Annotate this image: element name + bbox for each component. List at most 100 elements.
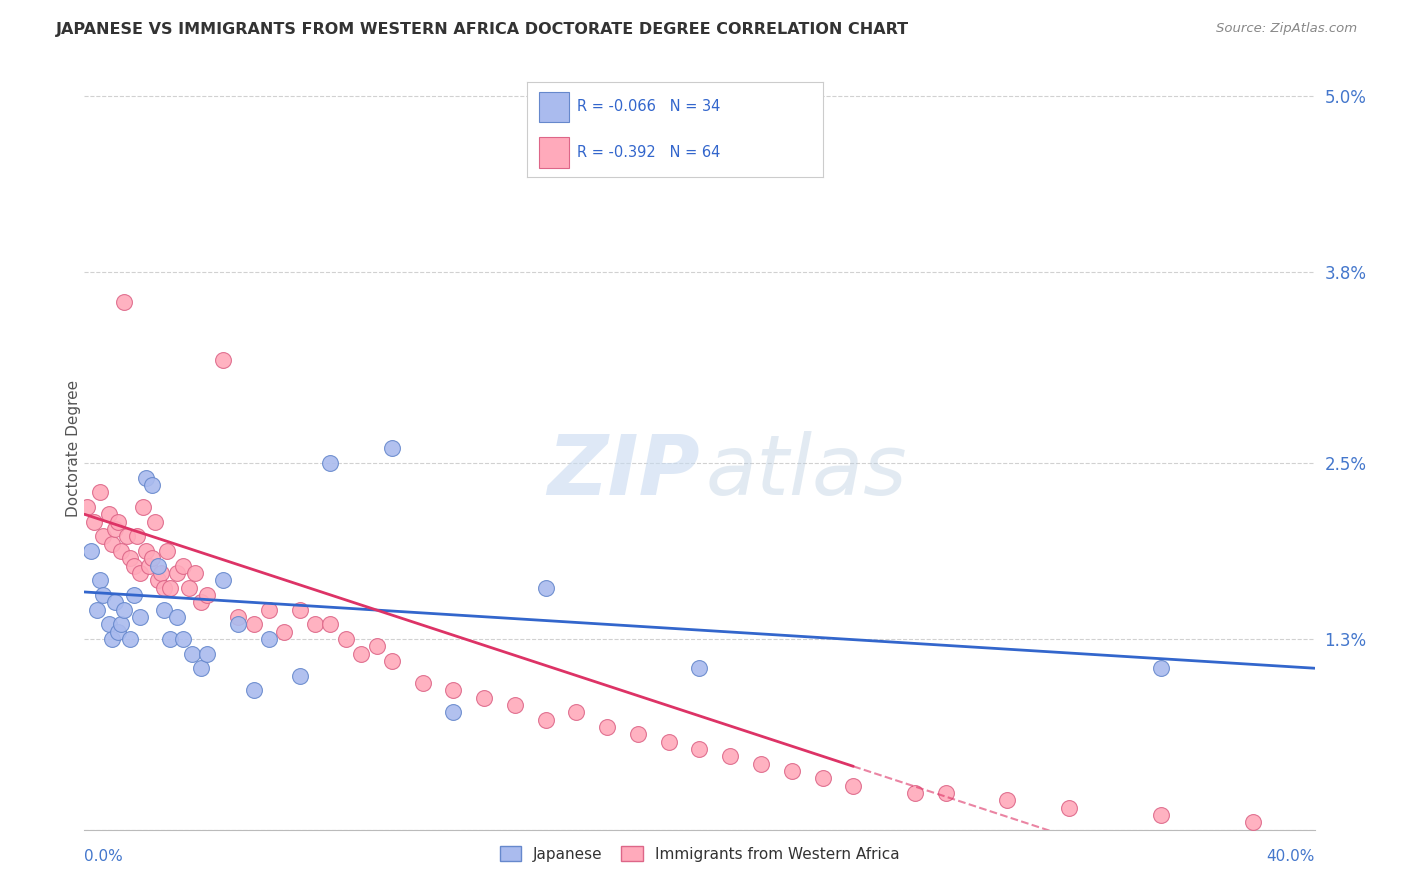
Point [89, 485, 111, 500]
Point [110, 544, 132, 558]
Point [211, 353, 233, 368]
Point [443, 683, 465, 698]
Point [112, 294, 135, 309]
Point [689, 742, 711, 756]
Point [1241, 815, 1264, 830]
Point [117, 529, 139, 543]
Point [257, 632, 280, 646]
Point [1057, 800, 1080, 814]
Point [242, 683, 264, 698]
Point [125, 529, 148, 543]
Point [91, 529, 114, 543]
Point [107, 515, 129, 529]
Point [749, 756, 772, 771]
Point [596, 720, 619, 734]
Point [89, 573, 111, 587]
Point [177, 581, 200, 595]
Y-axis label: Doctorate Degree: Doctorate Degree [66, 380, 80, 516]
Point [153, 581, 176, 595]
Point [627, 727, 650, 741]
Text: JAPANESE VS IMMIGRANTS FROM WESTERN AFRICA DOCTORATE DEGREE CORRELATION CHART: JAPANESE VS IMMIGRANTS FROM WESTERN AFRI… [56, 22, 910, 37]
Point [104, 522, 127, 536]
Point [172, 558, 194, 573]
Legend: Japanese, Immigrants from Western Africa: Japanese, Immigrants from Western Africa [494, 840, 905, 868]
Point [780, 764, 803, 778]
Point [381, 441, 404, 455]
Point [166, 566, 188, 580]
Point [718, 749, 741, 764]
Point [101, 632, 124, 646]
Point [366, 639, 388, 653]
Point [184, 566, 207, 580]
Point [319, 456, 342, 470]
Point [842, 779, 865, 793]
Point [534, 713, 557, 727]
Point [98, 617, 120, 632]
Point [159, 632, 181, 646]
Point [150, 566, 173, 580]
Point [181, 647, 204, 661]
Point [534, 581, 557, 595]
Point [935, 786, 957, 800]
Point [156, 544, 179, 558]
Point [122, 558, 145, 573]
Point [159, 581, 181, 595]
Point [995, 793, 1018, 807]
Point [148, 573, 170, 587]
Text: Source: ZipAtlas.com: Source: ZipAtlas.com [1216, 22, 1357, 36]
Point [319, 617, 342, 632]
Point [503, 698, 526, 712]
Point [1150, 808, 1173, 822]
Point [190, 595, 212, 609]
Point [226, 610, 249, 624]
Point [443, 705, 465, 719]
Point [242, 617, 264, 632]
Point [107, 624, 129, 639]
Point [120, 632, 142, 646]
Point [98, 507, 120, 521]
Point [304, 617, 326, 632]
Point [143, 515, 166, 529]
Text: ZIP: ZIP [547, 431, 700, 512]
Point [141, 478, 163, 492]
Point [197, 647, 219, 661]
Point [83, 515, 105, 529]
Point [172, 632, 194, 646]
Point [128, 610, 150, 624]
Point [412, 676, 434, 690]
Point [120, 551, 142, 566]
Point [381, 654, 404, 668]
Point [141, 551, 163, 566]
Point [128, 566, 150, 580]
Point [273, 624, 295, 639]
Text: atlas: atlas [706, 431, 907, 512]
Point [132, 500, 155, 514]
Point [197, 588, 219, 602]
Point [226, 617, 249, 632]
Point [112, 602, 135, 616]
Point [91, 588, 114, 602]
Point [565, 705, 588, 719]
Point [138, 558, 160, 573]
Point [135, 470, 157, 484]
Point [79, 544, 101, 558]
Point [153, 602, 176, 616]
Point [257, 602, 280, 616]
Text: 0.0%: 0.0% [84, 848, 124, 863]
Point [211, 573, 233, 587]
Point [658, 734, 681, 748]
Point [811, 771, 834, 785]
Point [148, 558, 170, 573]
Point [288, 602, 311, 616]
Point [110, 617, 132, 632]
Point [1150, 661, 1173, 675]
Point [904, 786, 927, 800]
Point [104, 595, 127, 609]
Text: 40.0%: 40.0% [1267, 848, 1315, 863]
Point [288, 668, 311, 682]
Point [166, 610, 188, 624]
Point [190, 661, 212, 675]
Point [101, 536, 124, 550]
Point [350, 647, 373, 661]
Point [472, 690, 495, 705]
